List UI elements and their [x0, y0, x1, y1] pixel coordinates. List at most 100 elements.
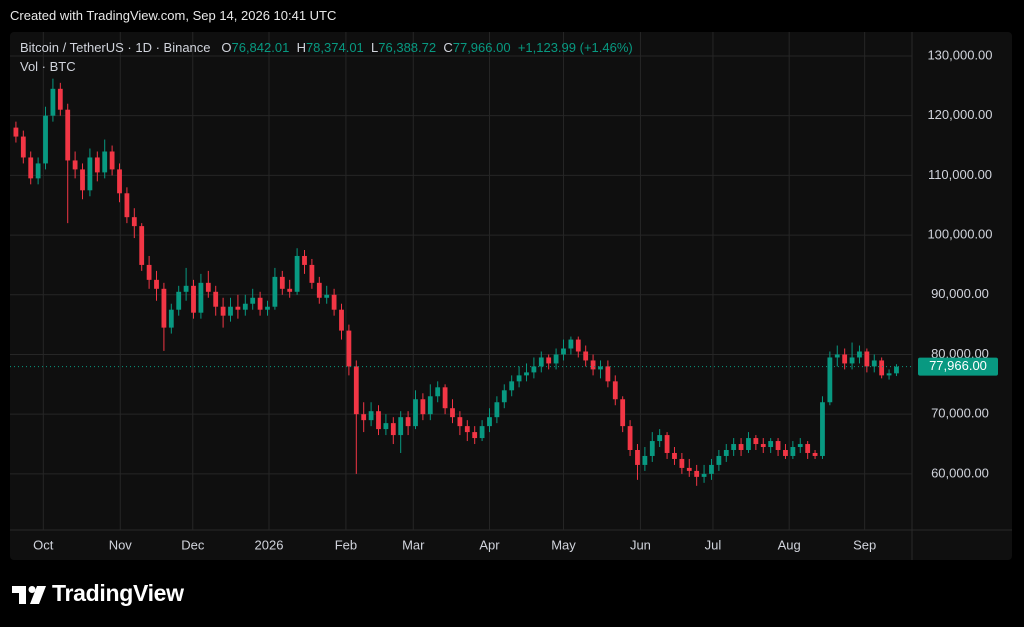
x-tick-label: May: [551, 537, 576, 552]
change: +1,123.99 (+1.46%): [517, 40, 633, 55]
brand-logo: [12, 586, 46, 604]
candle-body: [450, 408, 455, 418]
ohlc-value: 76,388.72: [378, 40, 437, 55]
candle-body: [827, 357, 833, 403]
candle-body: [50, 88, 56, 116]
candle-body: [716, 455, 722, 465]
ohlc-prefix: C: [443, 40, 453, 55]
candle-body: [183, 285, 189, 292]
candle-body: [353, 366, 359, 415]
last-price-tag: [918, 357, 998, 376]
y-tick-label: 100,000.00: [927, 227, 992, 242]
candle-body: [435, 387, 441, 397]
candle-body: [413, 399, 418, 427]
candle-body: [346, 330, 352, 367]
candle-body: [28, 157, 34, 179]
candle-body: [43, 115, 48, 164]
candle-body: [464, 426, 470, 433]
candle-body: [139, 226, 145, 265]
ohlc-prefix: O: [221, 40, 232, 55]
x-tick-label: Jul: [705, 537, 722, 552]
candle-body: [494, 402, 500, 418]
candle-body: [302, 255, 307, 265]
candle-body: [250, 297, 256, 304]
candle-body: [760, 444, 766, 448]
candle-body: [361, 414, 367, 421]
candle-body: [294, 255, 300, 292]
candle-body: [568, 339, 574, 349]
candle-body: [65, 109, 71, 161]
candle-body: [228, 306, 233, 316]
candle-body: [746, 438, 751, 450]
y-tick-label: 90,000.00: [931, 286, 989, 301]
candle-body: [168, 309, 174, 328]
candle-body: [679, 458, 685, 468]
ohlc-value: 76,842.01: [231, 40, 290, 55]
candle-body: [531, 366, 537, 373]
candle-body: [516, 375, 522, 382]
candle-body: [57, 88, 63, 110]
candle-body: [124, 193, 130, 218]
candle-body: [220, 306, 226, 316]
candle-body: [109, 151, 115, 170]
candle-body: [627, 426, 633, 450]
candle-body: [309, 264, 315, 283]
candle-body: [738, 444, 744, 450]
candle-body: [487, 417, 492, 427]
candle-body: [561, 348, 566, 355]
candle-body: [35, 163, 41, 179]
candle-body: [191, 285, 196, 313]
candle-body: [849, 357, 855, 364]
brand: TradingView: [52, 580, 184, 606]
candle-body: [509, 381, 515, 391]
candle-body: [442, 387, 448, 409]
candle-body: [102, 151, 108, 173]
candle-body: [198, 282, 204, 313]
candle-body: [620, 399, 626, 427]
x-tick-label: Aug: [778, 537, 801, 552]
candle-body: [538, 357, 544, 367]
ohlc-prefix: H: [296, 40, 306, 55]
x-tick-label: Feb: [335, 537, 357, 552]
candle-body: [324, 294, 330, 298]
candle-body: [146, 264, 152, 280]
candle-body: [598, 366, 603, 370]
candle-body: [472, 432, 478, 439]
candle-body: [553, 354, 559, 364]
candle-body: [87, 157, 93, 191]
candle-body: [242, 303, 248, 310]
candle-body: [479, 426, 485, 439]
y-tick-label: 120,000.00: [927, 107, 992, 122]
candle-body: [213, 291, 219, 307]
candle-body: [894, 366, 899, 374]
y-tick-label: 60,000.00: [931, 465, 989, 480]
x-tick-label: Sep: [853, 537, 876, 552]
candle-body: [376, 411, 381, 430]
last-price-label: 77,966.00: [929, 358, 987, 373]
candle-body: [524, 372, 529, 376]
candle-body: [775, 441, 781, 450]
candle-body: [131, 217, 137, 227]
candle-body: [731, 444, 737, 450]
candle-body: [805, 444, 811, 453]
candle-body: [864, 351, 870, 367]
candle-body: [657, 435, 663, 442]
ohlc-value: 77,966.00: [452, 40, 511, 55]
x-tick-label: Jun: [630, 537, 651, 552]
candle-body: [398, 417, 404, 436]
candle-body: [235, 306, 241, 310]
candle-body: [117, 169, 122, 194]
candle-body: [420, 399, 426, 415]
candle-body: [790, 447, 796, 456]
y-tick-label: 70,000.00: [931, 406, 989, 421]
candle-body: [612, 381, 618, 400]
candle-body: [501, 390, 507, 403]
candle-body: [857, 351, 862, 358]
candle-body: [390, 423, 396, 436]
candle-body: [886, 373, 892, 376]
candle-body: [427, 396, 433, 415]
candle-body: [287, 288, 293, 292]
candle-body: [575, 339, 581, 352]
